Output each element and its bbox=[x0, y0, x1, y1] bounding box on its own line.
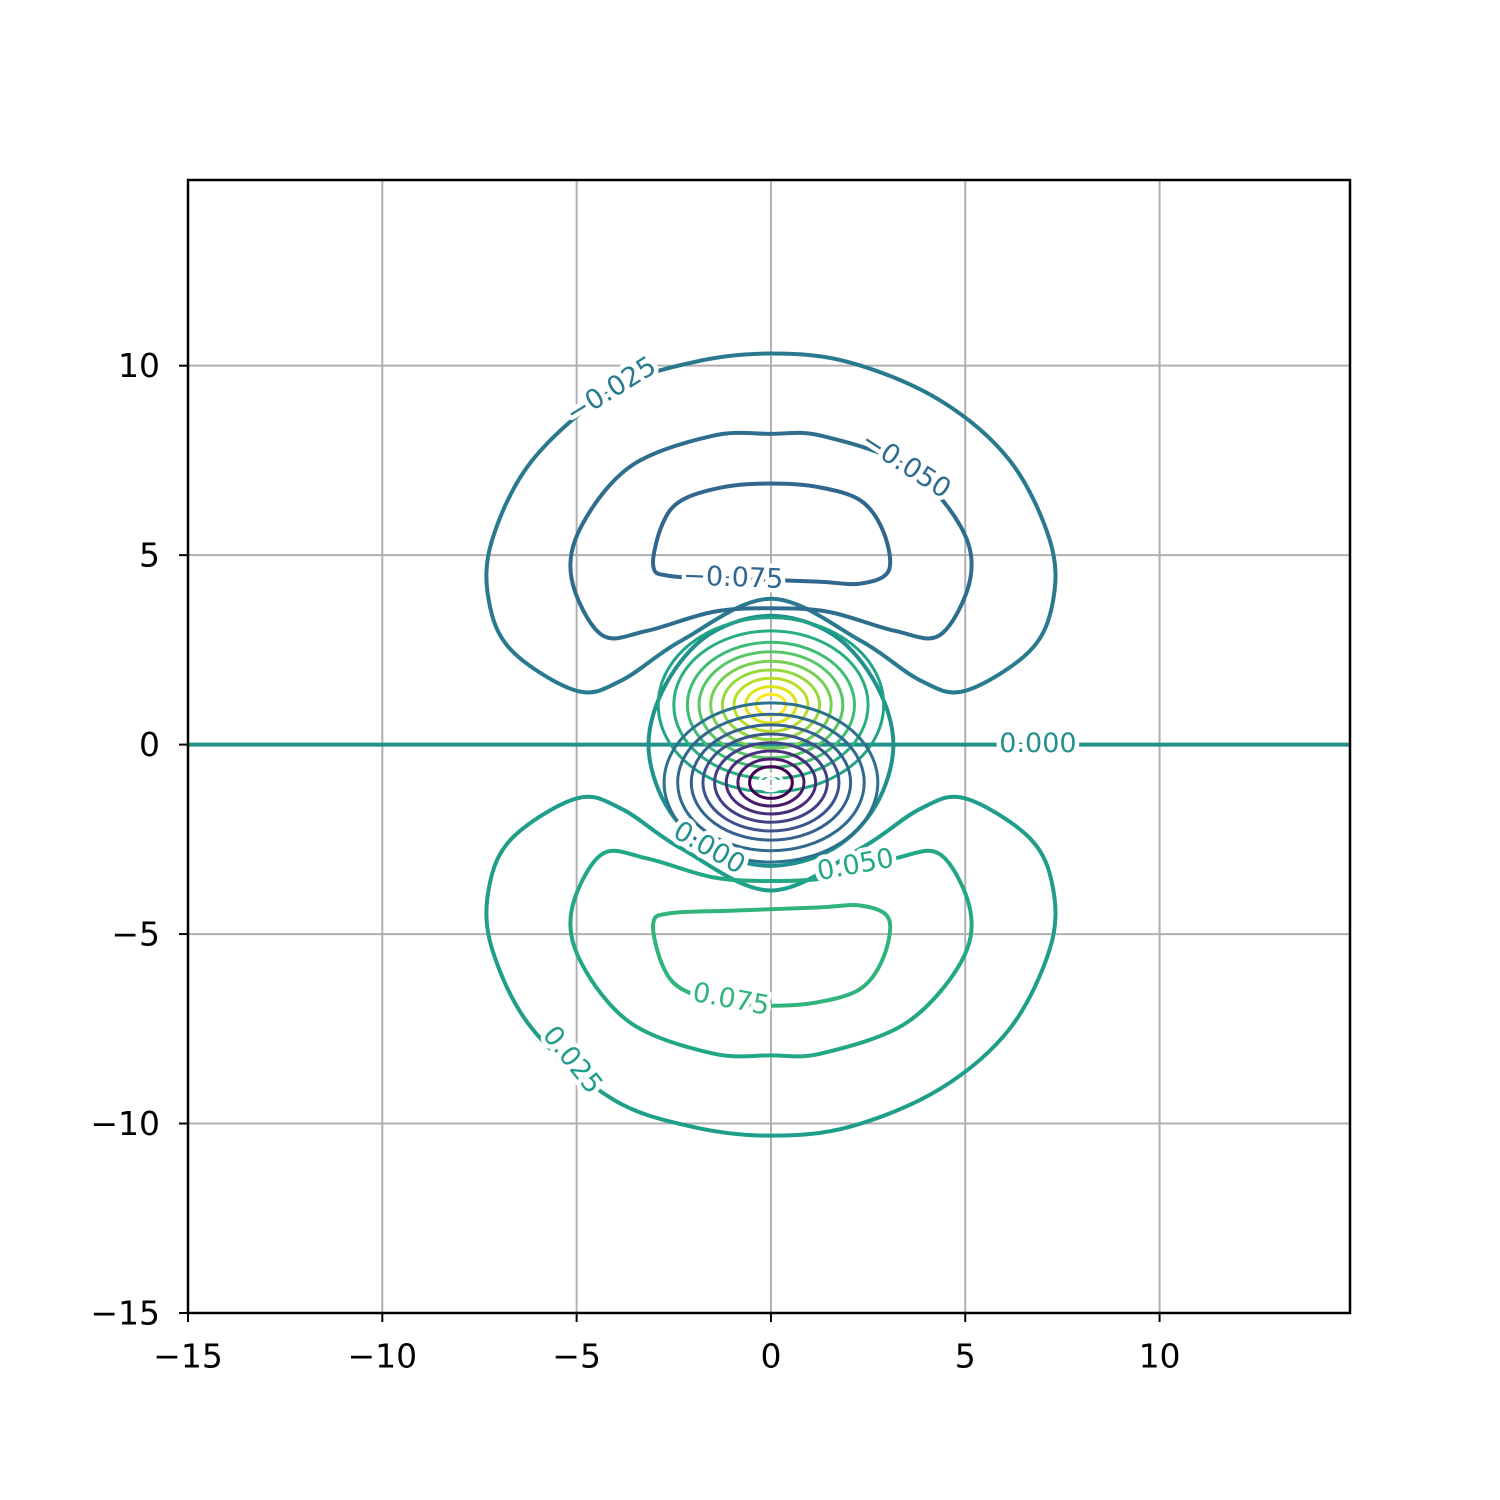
contour-ring bbox=[676, 712, 866, 853]
contour-label: 0.000 bbox=[999, 728, 1076, 759]
contour-line bbox=[484, 351, 1058, 695]
x-tick-label: 5 bbox=[955, 1337, 976, 1376]
y-tick-label: 10 bbox=[118, 346, 160, 385]
contour-ring bbox=[764, 776, 778, 789]
axes: −15 −10 −5 0 5 10 −15 −10 −5 0 5 10 bbox=[90, 346, 1180, 1375]
x-tick-label: 0 bbox=[760, 1337, 781, 1376]
contour-line bbox=[651, 903, 893, 1008]
contour-line bbox=[568, 430, 974, 641]
contour-label: −0.025 bbox=[560, 350, 661, 429]
contour-line bbox=[568, 848, 974, 1059]
contour-label: 0.075 bbox=[690, 977, 772, 1022]
contour-label: 0.025 bbox=[536, 1020, 608, 1100]
y-tick-label: −10 bbox=[90, 1104, 160, 1143]
contour-ring bbox=[701, 732, 841, 833]
contour-ring bbox=[724, 749, 818, 816]
contour-line bbox=[651, 481, 893, 587]
x-tick-label: 10 bbox=[1139, 1337, 1181, 1376]
axes-frame bbox=[186, 178, 1352, 1315]
y-tick-label: 0 bbox=[139, 725, 160, 764]
x-tick-label: −10 bbox=[347, 1337, 417, 1376]
contour-labels: −0.025−0.050−0.0750.0000.0000.0250.0500.… bbox=[532, 346, 1081, 1104]
contour-ring bbox=[748, 765, 794, 800]
contour-ring bbox=[736, 757, 806, 808]
contour-ring bbox=[689, 723, 853, 842]
y-tick-label: −15 bbox=[90, 1294, 160, 1333]
contour-line bbox=[484, 794, 1058, 1138]
y-tick-label: −5 bbox=[111, 915, 160, 954]
contour-ring bbox=[662, 701, 880, 864]
plot-area bbox=[188, 351, 1350, 1138]
contour-ring bbox=[709, 659, 833, 750]
contour-ring bbox=[757, 772, 785, 793]
contour-ring bbox=[713, 741, 829, 824]
y-tick-label: 5 bbox=[139, 536, 160, 575]
contour-ring bbox=[720, 668, 822, 742]
contour-label: −0.075 bbox=[683, 560, 784, 595]
x-tick-label: −5 bbox=[552, 1337, 601, 1376]
x-tick-label: −15 bbox=[153, 1337, 223, 1376]
contour-ring bbox=[732, 676, 810, 733]
contour-label: −0.050 bbox=[856, 425, 957, 505]
